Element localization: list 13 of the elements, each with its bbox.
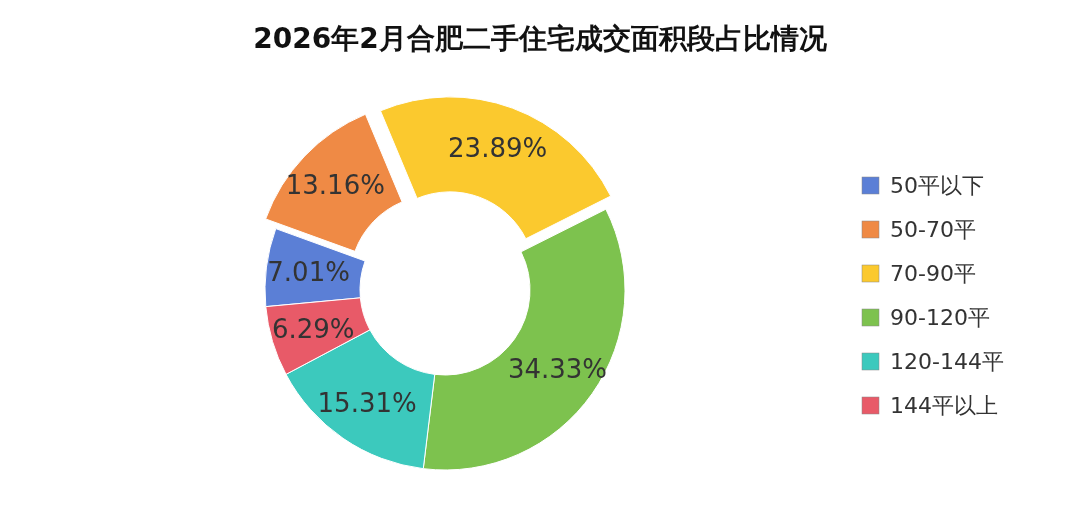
data-label: 23.89% <box>448 132 548 163</box>
legend-label: 144平以上 <box>890 392 998 418</box>
data-label: 13.16% <box>285 170 385 201</box>
legend-label: 50平以下 <box>890 172 984 198</box>
data-label: 6.29% <box>271 314 355 345</box>
data-label: 7.01% <box>267 257 350 288</box>
legend-label: 120-144平 <box>890 348 1004 374</box>
legend-label: 50-70平 <box>890 216 976 242</box>
chart-title: 2026年2月合肥二手住宅成交面积段占比情况 <box>253 22 828 55</box>
data-label: 34.33% <box>507 354 608 385</box>
data-label: 15.31% <box>317 388 417 419</box>
legend-label: 70-90平 <box>890 260 976 286</box>
legend-label: 90-120平 <box>890 304 990 330</box>
